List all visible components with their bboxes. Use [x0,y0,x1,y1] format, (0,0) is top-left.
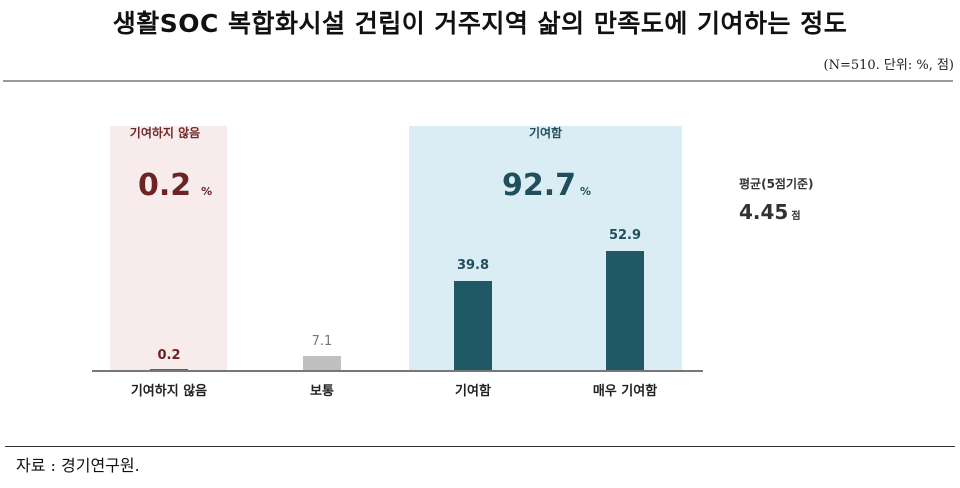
bottom-divider [5,446,955,447]
bar-contributing [454,281,492,371]
bar-value-very-contributing: 52.9 [608,228,642,243]
unit-note: (N=510. 단위: %, 점) [823,58,955,73]
x-label-very-contributing: 매우 기여함 [592,384,658,399]
percent-sign: % [201,185,213,198]
x-label-contributing: 기여함 [455,384,491,399]
average-value: 4.45 점 [739,200,801,224]
x-label-neutral: 보통 [310,384,334,399]
total-not-contributing: 0.2% [138,168,212,203]
bar-value-neutral: 7.1 [311,334,333,349]
bar-value-not-contributing: 0.2 [157,348,181,363]
x-label-not-contributing: 기여하지 않음 [130,384,208,399]
top-divider [3,80,953,82]
panel-not-contributing: 기여하지 않음 0.2% [110,126,227,371]
x-axis-baseline [92,370,703,372]
total-value: 92.7 [502,168,577,203]
average-unit: 점 [791,211,801,222]
panel-label-not-contributing: 기여하지 않음 [129,126,201,140]
total-contributing: 92.7% [502,168,591,203]
panel-label-contributing: 기여함 [528,126,563,140]
bar-very-contributing [606,251,644,371]
source-note: 자료 : 경기연구원. [16,456,140,475]
average-number: 4.45 [739,200,789,224]
total-value: 0.2 [138,168,192,203]
bar-value-contributing: 39.8 [456,258,490,273]
average-label: 평균(5점기준) [739,177,814,191]
chart-title: 생활SOC 복합화시설 건립이 거주지역 삶의 만족도에 기여하는 정도 [112,9,848,38]
bar-neutral [303,356,341,371]
percent-sign: % [580,185,592,198]
